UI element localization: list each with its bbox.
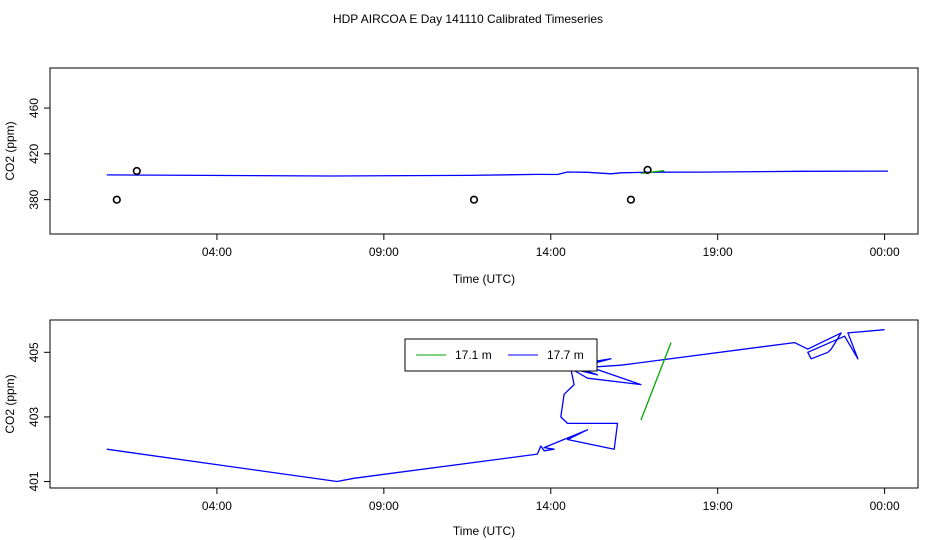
series-line-17-1-m [640, 170, 665, 175]
x-tick-label: 19:00 [703, 499, 733, 513]
x-tick-label: 00:00 [870, 245, 900, 259]
x-tick-label: 00:00 [870, 499, 900, 513]
bottom-panel-y-axis-label: CO2 (ppm) [3, 374, 17, 433]
point-flask-samples-2 [469, 195, 479, 204]
point-flask-samples-0 [112, 195, 121, 204]
top-panel-x-axis-label: Time (UTC) [453, 272, 515, 286]
top-panel-x-ticks: 04:00 09:00 14:00 19:00 00:00 [202, 234, 900, 259]
series-line-17-7-m [106, 170, 889, 177]
top-panel-y-axis-label: CO2 (ppm) [3, 121, 17, 180]
bottom-panel-frame [49, 319, 919, 489]
series-line-17-1-m [640, 342, 672, 421]
point-flask-samples-4 [643, 165, 652, 174]
top-panel-y-ticks: 380 420 460 [27, 98, 50, 210]
y-tick-label: 380 [27, 189, 41, 209]
bottom-panel-x-ticks: 04:00 09:00 14:00 19:00 00:00 [202, 488, 900, 513]
bottom-panel: 04:00 09:00 14:00 19:00 00:00 401 403 405 Time… [3, 319, 919, 538]
top-panel: 04:00 09:00 14:00 19:00 00:00 380 420 460 Time… [3, 67, 919, 286]
y-tick-label: 460 [27, 98, 41, 118]
x-tick-label: 09:00 [369, 245, 399, 259]
x-tick-label: 09:00 [369, 499, 399, 513]
point-flask-samples-1 [132, 166, 141, 176]
legend: 17.1 m 17.7 m [404, 338, 598, 372]
point-flask-samples-3 [626, 195, 636, 204]
x-tick-label: 14:00 [536, 245, 566, 259]
y-tick-label: 420 [27, 144, 41, 164]
y-tick-label: 401 [27, 471, 41, 491]
bottom-panel-x-axis-label: Time (UTC) [453, 524, 515, 538]
top-panel-frame [49, 67, 919, 235]
y-tick-label: 405 [27, 342, 41, 362]
legend-label-17-1m: 17.1 m [455, 348, 492, 362]
bottom-panel-y-ticks: 401 403 405 [27, 342, 50, 492]
x-tick-label: 19:00 [703, 245, 733, 259]
top-panel-marks [106, 165, 889, 204]
x-tick-label: 14:00 [536, 499, 566, 513]
x-tick-label: 04:00 [202, 499, 232, 513]
x-tick-label: 04:00 [202, 245, 232, 259]
chart-title: HDP AIRCOA E Day 141110 Calibrated Times… [333, 12, 603, 26]
y-tick-label: 403 [27, 407, 41, 427]
legend-frame [404, 338, 598, 372]
legend-label-17-7m: 17.7 m [547, 348, 584, 362]
